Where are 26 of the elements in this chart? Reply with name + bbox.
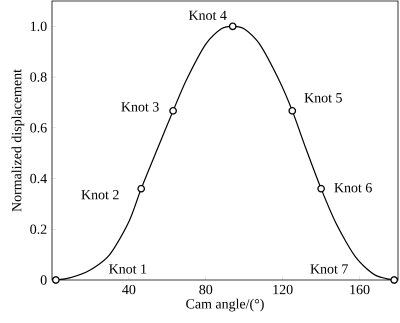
annotation: Knot 2 xyxy=(81,190,119,200)
annotation: Knot 1 xyxy=(109,264,146,274)
point xyxy=(390,276,398,284)
x-axis-title: Cam angle/(°) xyxy=(186,298,264,312)
y-tick-label: 0.6 xyxy=(30,123,47,133)
x-tick-label: 160 xyxy=(350,284,370,294)
y-tick-label: 0.4 xyxy=(30,174,47,184)
annotation: Knot 5 xyxy=(304,93,342,102)
annotation: Knot 4 xyxy=(188,10,227,20)
annotation: Knot 6 xyxy=(334,183,372,192)
x-tick-label: 40 xyxy=(122,284,136,294)
point xyxy=(137,184,146,193)
y-tick-label: 0.8 xyxy=(30,72,47,82)
annotation: Knot 3 xyxy=(121,102,159,112)
x-tick-label: 120 xyxy=(273,284,293,294)
y-tick-label: 0 xyxy=(40,275,47,285)
x-tick-label: 80 xyxy=(199,284,212,294)
point xyxy=(52,276,60,284)
point xyxy=(317,184,325,193)
y-axis-title: Normalized displacement xyxy=(12,69,24,212)
point xyxy=(288,106,296,115)
point xyxy=(169,106,177,115)
y-tick-label: 1.0 xyxy=(30,22,47,32)
annotation: Knot 7 xyxy=(310,264,348,274)
point xyxy=(228,22,237,30)
y-tick-label: 0.2 xyxy=(30,224,46,234)
